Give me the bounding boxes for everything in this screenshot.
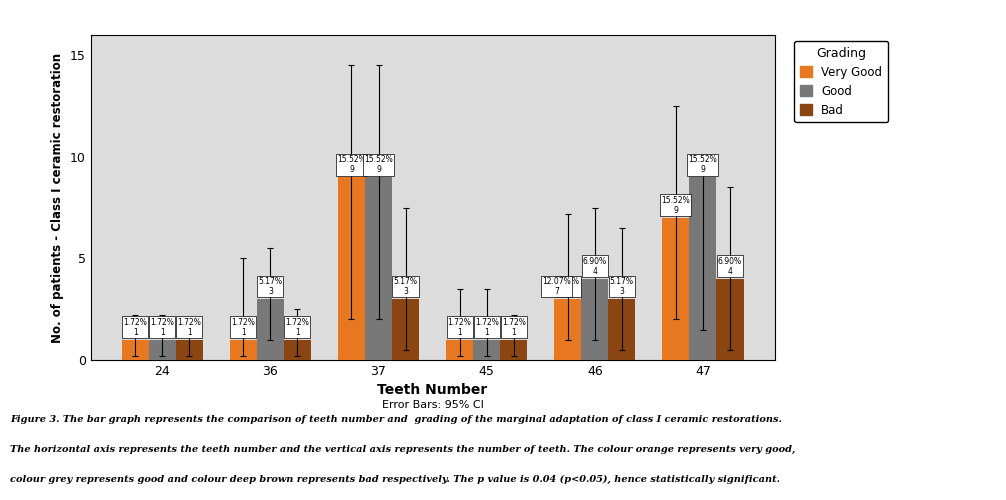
Text: The horizontal axis represents the teeth number and the vertical axis represents: The horizontal axis represents the teeth…: [10, 445, 796, 454]
Text: 1.72%
1: 1.72% 1: [123, 318, 147, 337]
Text: 1.72%
1: 1.72% 1: [177, 318, 201, 337]
Text: colour grey represents good and colour deep brown represents bad respectively. T: colour grey represents good and colour d…: [10, 475, 780, 484]
Text: 1.72%
1: 1.72% 1: [231, 318, 256, 337]
Bar: [176, 340, 203, 360]
Text: 1.72%
1: 1.72% 1: [448, 318, 472, 337]
Bar: [446, 340, 473, 360]
X-axis label: Teeth Number: Teeth Number: [377, 384, 488, 398]
Text: 15.52%
9: 15.52% 9: [364, 155, 393, 174]
Bar: [473, 340, 500, 360]
Bar: [229, 340, 257, 360]
Bar: [338, 177, 365, 360]
Text: 15.52%
9: 15.52% 9: [688, 155, 717, 174]
Text: 6.90%
4: 6.90% 4: [582, 256, 607, 276]
Text: 12.07%
7: 12.07% 7: [542, 277, 571, 296]
Text: 1.72%
1: 1.72% 1: [475, 318, 499, 337]
Bar: [609, 299, 636, 360]
Text: 15.52%
9: 15.52% 9: [337, 155, 366, 174]
Text: 6.90%
4: 6.90% 4: [718, 256, 742, 276]
Bar: [581, 279, 609, 360]
Bar: [257, 299, 284, 360]
Bar: [716, 279, 743, 360]
Bar: [392, 299, 420, 360]
Bar: [284, 340, 311, 360]
Bar: [149, 340, 176, 360]
Text: 1.72%
1: 1.72% 1: [502, 318, 525, 337]
Bar: [662, 218, 689, 360]
Text: 5.17%
3: 5.17% 3: [259, 277, 283, 296]
Text: 5.17%
3: 5.17% 3: [555, 277, 579, 296]
Text: 1.72%
1: 1.72% 1: [286, 318, 309, 337]
Text: Figure 3. The bar graph represents the comparison of teeth number and  grading o: Figure 3. The bar graph represents the c…: [10, 415, 782, 424]
Bar: [122, 340, 149, 360]
Text: Error Bars: 95% CI: Error Bars: 95% CI: [381, 400, 484, 410]
Text: 15.52%
9: 15.52% 9: [662, 196, 690, 215]
Y-axis label: No. of patients - Class I ceramic restoration: No. of patients - Class I ceramic restor…: [51, 52, 64, 343]
Bar: [554, 299, 581, 360]
Bar: [500, 340, 527, 360]
Bar: [689, 177, 716, 360]
Text: 1.72%
1: 1.72% 1: [150, 318, 174, 337]
Bar: [365, 177, 392, 360]
Legend: Very Good, Good, Bad: Very Good, Good, Bad: [794, 41, 888, 122]
Text: 5.17%
3: 5.17% 3: [610, 277, 634, 296]
Text: 5.17%
3: 5.17% 3: [393, 277, 417, 296]
